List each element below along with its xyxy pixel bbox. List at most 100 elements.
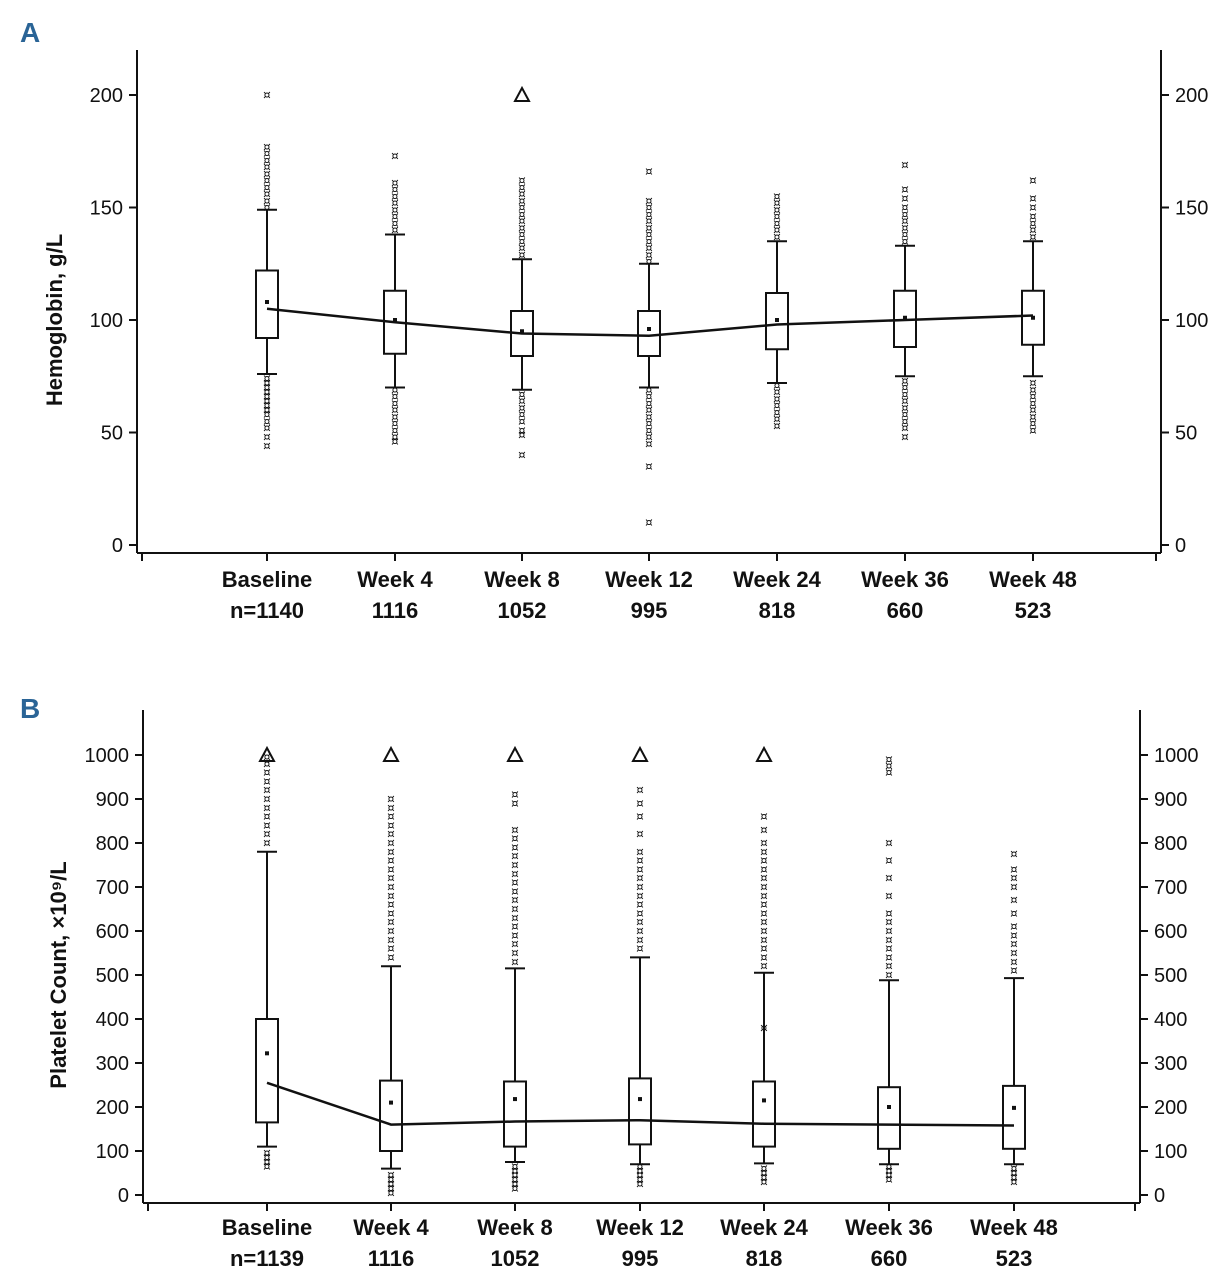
box-0: ¤¤¤¤¤¤¤¤¤¤¤¤¤¤¤ [255,745,279,1173]
outlier-marker: ¤ [636,871,644,885]
outlier-marker: ¤ [391,203,399,217]
outlier-marker: ¤ [391,417,399,431]
outlier-marker: ¤ [1010,920,1018,934]
outlier-marker: ¤ [760,906,768,920]
outlier-marker: ¤ [636,924,644,938]
outlier-marker: ¤ [263,792,271,806]
y-tick-label-right: 500 [1154,965,1187,987]
outlier-marker: ¤ [760,1162,768,1176]
outlier-marker: ¤ [885,942,893,956]
outlier-marker: ¤ [773,378,781,392]
outlier-marker: ¤ [263,1155,271,1169]
outlier-marker: ¤ [645,248,653,262]
box-1: ¤¤¤¤¤¤¤¤¤¤¤¤¤¤¤¤¤¤ [383,149,407,449]
off-scale-triangle [755,745,773,762]
outlier-marker: ¤ [511,902,519,916]
outlier-marker: ¤ [511,893,519,907]
outlier-marker: ¤ [901,381,909,395]
outlier-marker: ¤ [636,898,644,912]
outlier-marker: ¤ [387,836,395,850]
mean-marker [389,1100,393,1105]
iqr-box [628,1077,652,1146]
outlier-marker: ¤ [901,214,909,228]
outlier-marker: ¤ [773,392,781,406]
outlier-marker: ¤ [645,430,653,444]
outlier-marker: ¤ [511,1181,519,1195]
y-tick-label-left: 1000 [85,745,130,767]
outlier-marker: ¤ [391,390,399,404]
outlier-marker: ¤ [263,757,271,771]
y-tick-label-right: 150 [1175,198,1208,220]
x-category-label: Week 36 [861,567,949,592]
outlier-marker: ¤ [636,1164,644,1178]
outlier-marker: ¤ [387,1173,395,1187]
outlier-marker: ¤ [511,911,519,925]
outlier-marker: ¤ [773,216,781,230]
mean-marker [1012,1105,1016,1110]
x-n-label: n=1140 [230,598,304,623]
outlier-marker: ¤ [636,854,644,868]
iqr-box [877,1086,901,1150]
outlier-marker: ¤ [263,1151,271,1165]
outlier-marker: ¤ [636,933,644,947]
platelet-chart: 0 0 100 100 200 200 300 300 400 400 500 500 600 600 70… [46,710,1199,1271]
outlier-marker: ¤ [511,1177,519,1191]
outlier-marker: ¤ [263,167,271,181]
panel-label-b: B [20,693,40,724]
outlier-marker: ¤ [391,403,399,417]
outlier-marker: ¤ [636,1168,644,1182]
outlier-marker: ¤ [511,1168,519,1182]
outlier-marker: ¤ [391,430,399,444]
x-category-label: Week 12 [605,567,693,592]
box-1: ¤¤¤¤¤¤¤¤¤¤¤¤¤¤¤¤¤¤¤¤¤¤¤¤ [379,745,403,1200]
outlier-marker: ¤ [511,832,519,846]
box-6: ¤¤¤¤¤¤¤¤¤¤¤¤¤¤¤ [1021,174,1045,437]
outlier-marker: ¤ [885,1159,893,1173]
x-n-label: 523 [1015,598,1052,623]
outlier-marker: ¤ [885,871,893,885]
outlier-marker: ¤ [518,414,526,428]
outlier-marker: ¤ [1010,1175,1018,1189]
outlier-marker: ¤ [1029,390,1037,404]
y-axis-label: Platelet Count, ×10⁹/L [46,861,71,1088]
outlier-marker: ¤ [263,1159,271,1173]
outlier-marker: ¤ [645,221,653,235]
outlier-marker: ¤ [518,214,526,228]
outlier-marker: ¤ [901,234,909,248]
x-n-label: 660 [887,598,924,623]
outlier-marker: ¤ [511,840,519,854]
box-5: ¤¤¤¤¤¤¤¤¤¤¤¤¤¤¤¤¤¤ [893,158,917,444]
outlier-marker: ¤ [1029,403,1037,417]
outlier-marker: ¤ [645,383,653,397]
outlier-marker: ¤ [636,796,644,810]
box-5: ¤¤¤¤¤¤¤¤¤¤¤¤¤¤¤¤¤¤¤ [877,752,901,1187]
outlier-marker: ¤ [518,201,526,215]
outlier-marker: ¤ [901,207,909,221]
box-4: ¤¤¤¤¤¤¤¤¤¤¤¤¤¤¤¤¤¤¤¤¤¤ [752,745,776,1189]
y-tick-label-left: 900 [96,789,129,811]
outlier-marker: ¤ [760,898,768,912]
outlier-marker: ¤ [1010,871,1018,885]
outlier-marker: ¤ [387,933,395,947]
outlier-marker: ¤ [263,372,271,386]
outlier-marker: ¤ [387,1177,395,1191]
outlier-marker: ¤ [391,435,399,449]
outlier-marker: ¤ [773,385,781,399]
outlier-marker: ¤ [760,854,768,868]
x-n-label: 995 [622,1246,659,1271]
outlier-marker: ¤ [636,942,644,956]
outlier-marker: ¤ [263,818,271,832]
outlier-marker: ¤ [760,836,768,850]
y-tick-label-right: 200 [1154,1097,1187,1119]
outlier-marker: ¤ [391,396,399,410]
outlier-marker: ¤ [263,439,271,453]
x-category-label: Week 24 [733,567,821,592]
outlier-marker: ¤ [885,906,893,920]
outlier-marker: ¤ [263,140,271,154]
mean-marker [638,1097,642,1102]
outlier-marker: ¤ [263,153,271,167]
outlier-marker: ¤ [760,823,768,837]
outlier-marker: ¤ [885,854,893,868]
outlier-marker: ¤ [645,423,653,437]
